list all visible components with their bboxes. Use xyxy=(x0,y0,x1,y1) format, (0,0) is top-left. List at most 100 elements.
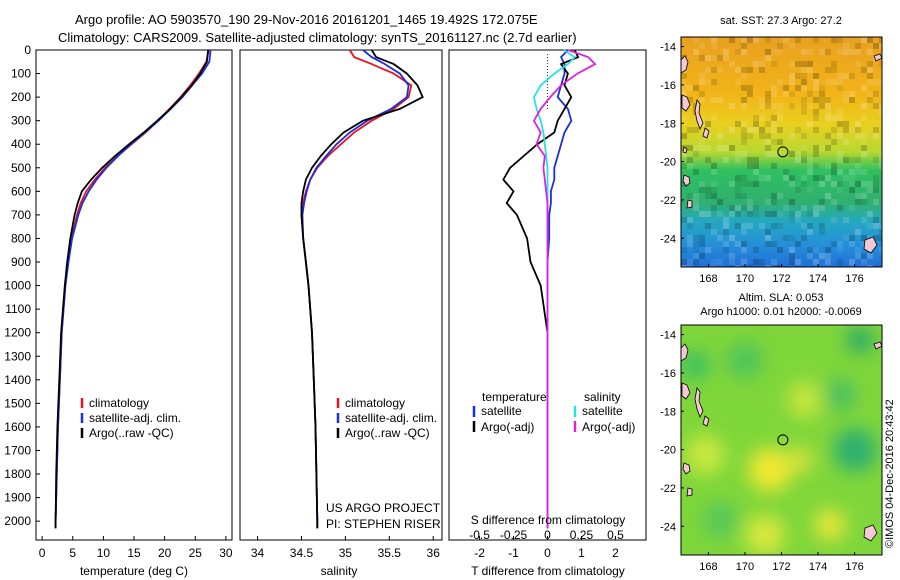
series-line-argo-raw-qc- xyxy=(300,49,424,529)
salinity-legend: climatology satellite-adj. clim. Argo(..… xyxy=(336,396,437,440)
difference-x-axis: -2 -1 0 1 2 xyxy=(474,536,619,560)
s-difference-scale: -0.5 -0.25 0 0.25 0.5 xyxy=(469,528,624,542)
depth-tick-label: 0 xyxy=(24,43,31,57)
temperature-panel: 0100200300400500600700800900100011001200… xyxy=(4,43,233,578)
x-tick-label: 5 xyxy=(69,546,76,560)
lat-tick-label: -16 xyxy=(660,80,676,92)
lon-tick-label: 170 xyxy=(736,561,754,573)
lat-tick-label: -20 xyxy=(660,157,676,169)
legend-climatology: climatology xyxy=(345,396,405,410)
sst-islands xyxy=(681,53,882,254)
series-line-satellite-adj-clim- xyxy=(301,49,410,529)
sst-texture xyxy=(681,37,882,267)
sla-islands xyxy=(681,341,882,542)
salinity-xlabel: salinity xyxy=(321,564,358,578)
x-tick-label: 34 xyxy=(251,546,265,560)
depth-tick-label: 1500 xyxy=(4,396,31,410)
x-tick-label: 1 xyxy=(578,546,585,560)
x-tick-label: 0 xyxy=(544,546,551,560)
depth-tick-label: 1200 xyxy=(4,326,31,340)
depth-tick-label: 600 xyxy=(11,184,31,198)
depth-tick-label: 100 xyxy=(11,67,31,81)
temperature-xlabel: temperature (deg C) xyxy=(80,564,188,578)
difference-lines xyxy=(502,49,597,529)
x-tick-label: 25 xyxy=(189,546,203,560)
x-tick-label: 0 xyxy=(39,546,46,560)
header-line1: Argo profile: AO 5903570_190 29-Nov-2016… xyxy=(75,12,538,27)
legend-argo: Argo(..raw -QC) xyxy=(345,426,430,440)
depth-tick-label: 800 xyxy=(11,231,31,245)
depth-tick-label: 1000 xyxy=(4,279,31,293)
sst-map-title: sat. SST: 27.3 Argo: 27.2 xyxy=(720,15,842,27)
legend-temp-argo: Argo(-adj) xyxy=(481,420,534,434)
series-line-salinity-satellite xyxy=(532,49,577,529)
lat-tick-label: -18 xyxy=(660,406,676,418)
sst-field xyxy=(681,37,882,267)
x-tick-label: 35.5 xyxy=(378,546,402,560)
x-tick-label: 20 xyxy=(158,546,172,560)
lat-tick-label: -22 xyxy=(660,195,676,207)
legend-sal-argo: Argo(-adj) xyxy=(582,420,635,434)
lat-tick-label: -14 xyxy=(660,42,676,54)
x-tick-label: 30 xyxy=(219,546,233,560)
depth-tick-label: 700 xyxy=(11,208,31,222)
lon-tick-label: 168 xyxy=(699,273,717,285)
difference-panel: -2 -1 0 1 2 T difference from climatology S … xyxy=(448,49,647,578)
depth-tick-label: 1700 xyxy=(4,443,31,457)
series-line-temperature-satellite xyxy=(546,49,573,529)
s-difference-label: S difference from climatology xyxy=(471,513,626,527)
depth-tick-label: 1400 xyxy=(4,373,31,387)
s-tick-label: -0.25 xyxy=(500,528,528,542)
pi-annotation: PI: STEPHEN RISER xyxy=(326,517,441,531)
series-line-salinity-argo-adj- xyxy=(532,49,597,529)
salinity-panel: 34 34.5 35 35.5 36 salinity climatology sate… xyxy=(239,49,443,578)
s-tick-label: 0.5 xyxy=(607,528,624,542)
lat-tick-label: -22 xyxy=(660,483,676,495)
s-tick-label: 0 xyxy=(544,528,551,542)
lat-tick-label: -16 xyxy=(660,368,676,380)
lon-tick-label: 174 xyxy=(809,561,827,573)
header-line2: Climatology: CARS2009. Satellite-adjuste… xyxy=(58,30,577,45)
sla-map-title: Altim. SLA: 0.053 xyxy=(739,292,824,304)
depth-tick-label: 1800 xyxy=(4,467,31,481)
sla-map: Altim. SLA: 0.053 Argo h1000: 0.01 h2000… xyxy=(660,292,883,573)
depth-tick-label: 200 xyxy=(11,90,31,104)
x-tick-label: 36 xyxy=(427,546,441,560)
s-tick-label: -0.5 xyxy=(469,528,490,542)
depth-tick-label: 400 xyxy=(11,137,31,151)
sla-map-subtitle: Argo h1000: 0.01 h2000: -0.0069 xyxy=(700,306,861,318)
legend-temp-satellite: satellite xyxy=(481,404,522,418)
argo-location-marker xyxy=(777,146,789,158)
depth-tick-label: 1100 xyxy=(5,302,31,316)
lon-tick-label: 176 xyxy=(845,273,863,285)
temperature-legend: climatology satellite-adj. clim. Argo(..… xyxy=(80,396,181,440)
depth-tick-label: 900 xyxy=(11,255,31,269)
lat-tick-label: -14 xyxy=(660,330,676,342)
lon-tick-label: 174 xyxy=(809,273,827,285)
series-line-climatology xyxy=(300,49,413,529)
depth-tick-label: 1900 xyxy=(4,491,31,505)
series-line-satellite-adj-clim- xyxy=(54,49,212,529)
x-tick-label: -2 xyxy=(474,546,485,560)
lon-tick-label: 172 xyxy=(772,273,790,285)
x-tick-label: 2 xyxy=(612,546,619,560)
depth-tick-label: 1600 xyxy=(4,420,31,434)
lon-tick-label: 176 xyxy=(845,561,863,573)
x-tick-label: 34.5 xyxy=(290,546,314,560)
legend-sal-satellite: satellite xyxy=(582,404,623,418)
lat-tick-label: -20 xyxy=(660,445,676,457)
t-difference-xlabel: T difference from climatology xyxy=(471,564,625,578)
depth-tick-label: 2000 xyxy=(4,514,31,528)
lat-tick-label: -18 xyxy=(660,118,676,130)
series-line-argo-raw-qc- xyxy=(54,49,209,529)
sla-blobs xyxy=(681,326,877,555)
depth-tick-label: 1300 xyxy=(4,349,31,363)
x-tick-label: 15 xyxy=(127,546,141,560)
salinity-axes-frame xyxy=(239,49,443,541)
depth-axis: 0 100 200 300 400 500 600 700 800 900 1000 1100 1200… xyxy=(4,43,40,528)
sst-map-axes: -14 -16 -18 -20 -22 -24 168 170 172 174 176 xyxy=(660,42,864,285)
lat-tick-label: -24 xyxy=(660,233,676,245)
lon-tick-label: 168 xyxy=(699,561,717,573)
depth-tick-label: 300 xyxy=(11,114,31,128)
